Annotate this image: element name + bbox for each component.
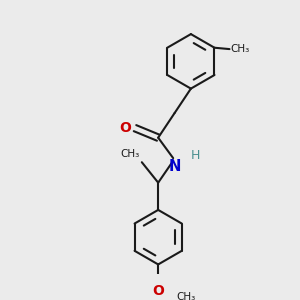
Text: O: O bbox=[119, 121, 131, 135]
Text: CH₃: CH₃ bbox=[231, 44, 250, 54]
Text: CH₃: CH₃ bbox=[176, 292, 195, 300]
Text: O: O bbox=[152, 284, 164, 298]
Text: CH₃: CH₃ bbox=[120, 149, 140, 160]
Text: N: N bbox=[168, 160, 181, 175]
Text: H: H bbox=[191, 149, 200, 162]
